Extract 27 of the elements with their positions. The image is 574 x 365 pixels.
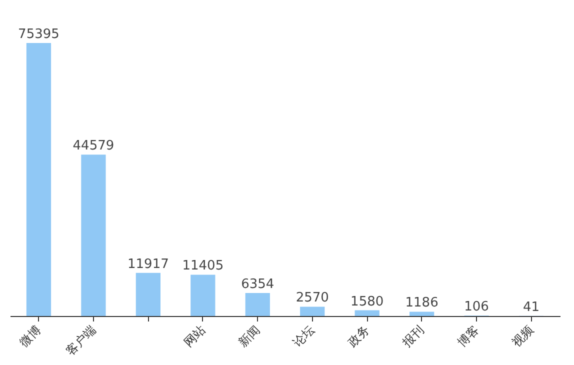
x-tick-label: 网站 (180, 322, 208, 350)
data-label: 1186 (405, 296, 438, 311)
bar (190, 274, 216, 316)
bar (300, 306, 325, 316)
data-label: 1580 (350, 294, 384, 310)
x-tick-label: 博客 (454, 322, 482, 350)
bar (136, 272, 160, 316)
data-label: 11917 (128, 256, 169, 272)
bar (354, 310, 380, 316)
x-tick-label: 政务 (345, 322, 372, 350)
bar (245, 292, 270, 316)
data-label: 41 (522, 300, 540, 315)
x-tick-label: 微博 (16, 322, 44, 350)
x-tick-label: 论坛 (290, 322, 318, 350)
bar (26, 43, 52, 316)
x-tick-label: 新闻 (236, 322, 263, 350)
data-label: 2570 (296, 290, 329, 306)
data-label: 106 (464, 300, 489, 315)
x-tick-label: 客户端 (63, 322, 98, 358)
data-label: 6354 (241, 276, 274, 292)
bar (81, 154, 106, 316)
data-label: 75395 (18, 27, 60, 42)
bar (410, 312, 434, 316)
data-label: 44579 (72, 138, 114, 154)
data-label: 11405 (182, 258, 224, 274)
x-tick-label: 视频 (509, 322, 536, 350)
x-tick-label: 报刊 (399, 322, 427, 350)
